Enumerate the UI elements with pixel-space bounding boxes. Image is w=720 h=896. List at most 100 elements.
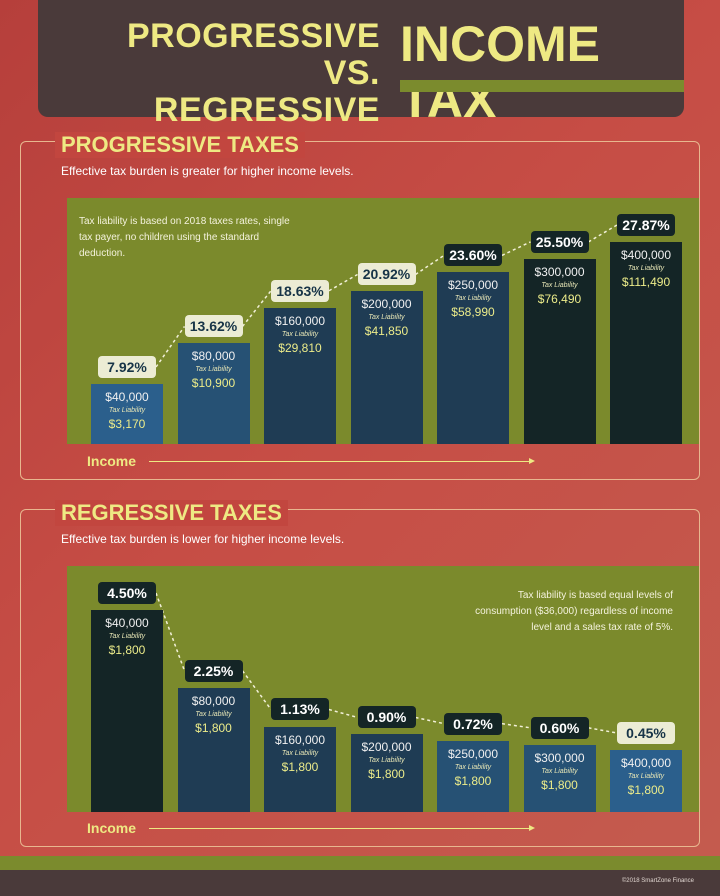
trend-segment [241, 670, 272, 710]
bar: $160,000 Tax Liability $1,800 [264, 726, 336, 812]
tax-liability-label: Tax Liability [281, 330, 319, 338]
income-value: $200,000 [361, 740, 412, 755]
bar: $80,000 Tax Liability $10,900 [177, 343, 250, 444]
title-big: INCOME TAX [400, 16, 600, 128]
trend-segment [155, 592, 186, 672]
tax-liability-value: $1,800 [195, 720, 232, 735]
progressive-plot: Tax liability is based on 2018 taxes rat… [67, 198, 699, 444]
tax-liability-value: $1,800 [281, 759, 319, 774]
rate-label: 0.60% [530, 716, 589, 739]
tax-liability-label: Tax Liability [195, 710, 232, 718]
income-value: $200,000 [361, 297, 412, 312]
income-value: $300,000 [534, 264, 585, 279]
rate-label: 7.92% [98, 356, 156, 378]
tax-liability-label: Tax Liability [108, 633, 146, 640]
chart-note: Tax liability is based on 2018 taxes rat… [79, 216, 290, 259]
bar: $200,000 Tax Liability $1,800 [350, 734, 423, 812]
rate-label: 2.25% [184, 659, 243, 682]
tax-liability-value: $111,490 [621, 275, 671, 289]
trend-segment [155, 325, 186, 368]
bar: $250,000 Tax Liability $58,990 [437, 272, 509, 444]
rate-label: 1.13% [271, 698, 329, 721]
tax-liability-value: $1,800 [368, 767, 405, 782]
title-left: PROGRESSIVE VS. REGRESSIVE [90, 18, 380, 129]
tax-liability-value: $29,810 [278, 340, 322, 355]
section-subtitle: Effective tax burden is greater for high… [61, 164, 354, 178]
income-value: $400,000 [620, 248, 672, 262]
bar: $300,000 Tax Liability $76,490 [523, 258, 596, 444]
income-value: $80,000 [191, 693, 236, 708]
tax-liability-value: $1,800 [541, 777, 578, 792]
rate-label: 23.60% [444, 244, 502, 267]
income-arrow [149, 458, 535, 464]
trend-segment [328, 273, 358, 292]
income-axis-label: Income [87, 453, 137, 469]
income-value: $40,000 [105, 390, 149, 404]
progressive-section: PROGRESSIVE TAXES Effective tax burden i… [20, 132, 700, 480]
tax-liability-value: $58,990 [451, 305, 495, 320]
income-axis-label: Income [87, 820, 137, 836]
income-value: $250,000 [447, 278, 499, 293]
income-value: $250,000 [447, 746, 499, 761]
footer-band [0, 856, 720, 870]
tax-liability-label: Tax Liability [195, 366, 232, 374]
bar: $250,000 Tax Liability $1,800 [437, 740, 509, 812]
tax-liability-label: Tax Liability [368, 757, 405, 765]
title-line2: VS. REGRESSIVE [153, 54, 380, 129]
bar: $40,000 Tax Liability $1,800 [91, 610, 163, 812]
trend-line [155, 224, 618, 368]
trend-segment [328, 708, 358, 719]
income-value: $160,000 [274, 313, 326, 328]
tax-liability-value: $1,800 [454, 773, 492, 788]
tax-liability-value: $1,800 [108, 643, 146, 657]
trend-segment [241, 290, 272, 327]
rate-label: 18.63% [271, 279, 329, 302]
tax-liability-label: Tax Liability [541, 767, 578, 775]
tax-liability-label: Tax Liability [627, 773, 665, 780]
bar: $300,000 Tax Liability $1,800 [523, 744, 596, 812]
section-subtitle: Effective tax burden is lower for higher… [61, 532, 345, 546]
tax-liability-label: Tax Liability [454, 763, 492, 771]
trend-segment [501, 722, 531, 729]
tax-liability-value: $1,800 [627, 783, 665, 797]
bar: $400,000 Tax Liability $1,800 [610, 750, 682, 812]
bar: $40,000 Tax Liability $3,170 [91, 384, 163, 444]
bar: $400,000 Tax Liability $111,490 [610, 242, 682, 444]
title-underline [400, 80, 684, 92]
income-value: $300,000 [534, 750, 585, 765]
trend-line [155, 592, 618, 734]
footer: ©2018 SmartZone Finance [0, 870, 720, 896]
header-banner: PROGRESSIVE VS. REGRESSIVE INCOME TAX [38, 0, 684, 129]
title-line1: PROGRESSIVE [126, 17, 380, 55]
income-value: $160,000 [274, 732, 326, 747]
rate-label: 0.45% [617, 722, 675, 744]
section-title: PROGRESSIVE TAXES [55, 132, 305, 158]
tax-liability-label: Tax Liability [108, 407, 146, 414]
tax-liability-value: $3,170 [108, 417, 146, 431]
regressive-plot: Tax liability is based equal levels of c… [67, 566, 699, 812]
trend-segment [588, 224, 618, 243]
tax-liability-label: Tax Liability [541, 281, 578, 289]
rate-label: 0.90% [357, 706, 416, 729]
income-value: $80,000 [191, 349, 236, 364]
trend-segment [415, 716, 445, 725]
section-title: REGRESSIVE TAXES [55, 500, 288, 526]
trend-segment [588, 727, 618, 734]
rate-label: 27.87% [617, 214, 675, 236]
credit-text: ©2018 SmartZone Finance [621, 878, 694, 884]
tax-liability-label: Tax Liability [368, 314, 405, 322]
bar: $200,000 Tax Liability $41,850 [350, 291, 423, 444]
trend-segment [501, 241, 531, 257]
income-value: $40,000 [105, 616, 149, 630]
bar: $160,000 Tax Liability $29,810 [264, 307, 336, 444]
bar: $80,000 Tax Liability $1,800 [177, 687, 250, 812]
regressive-section: REGRESSIVE TAXES Effective tax burden is… [20, 500, 700, 847]
tax-liability-label: Tax Liability [454, 295, 492, 303]
tax-liability-value: $10,900 [191, 376, 236, 391]
rate-label: 0.72% [444, 712, 502, 735]
income-value: $400,000 [620, 756, 672, 770]
rate-label: 4.50% [98, 582, 156, 604]
tax-liability-label: Tax Liability [281, 749, 319, 757]
rate-label: 25.50% [530, 230, 589, 253]
chart-note: Tax liability is based equal levels of c… [475, 590, 673, 633]
